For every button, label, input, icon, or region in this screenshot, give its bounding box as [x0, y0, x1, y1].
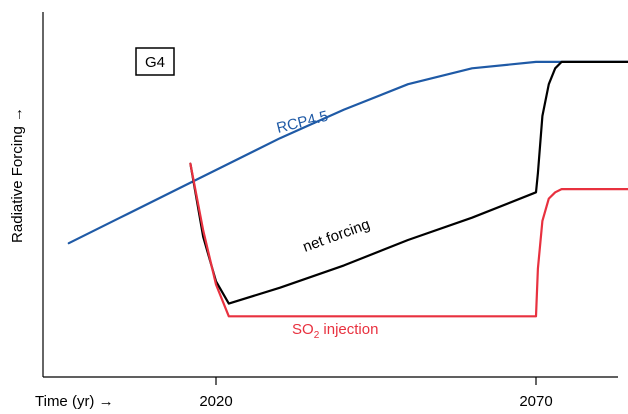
series-line-so2-injection — [189, 162, 628, 318]
label-net-forcing: net forcing — [301, 216, 373, 256]
series-lines — [67, 60, 628, 318]
series-labels: RCP4.5 net forcing SO2 injection — [275, 108, 379, 341]
label-so2-injection: SO2 injection — [292, 321, 378, 341]
x-tick-label-2070: 2070 — [519, 393, 552, 410]
axes: Radiative Forcing → Time (yr) → — [9, 12, 618, 410]
series-line-rcp4-5 — [67, 60, 628, 245]
label-so2-main: SO — [292, 321, 314, 338]
x-axis-label: Time (yr) → — [35, 393, 114, 410]
x-tick-label-2020: 2020 — [199, 393, 232, 410]
x-ticks: 202020702090 — [199, 377, 553, 410]
label-so2-after: injection — [319, 321, 378, 338]
label-so2-sub: 2 — [314, 330, 320, 341]
panel-label: G4 — [135, 47, 175, 76]
label-rcp45: RCP4.5 — [275, 108, 330, 137]
panel-label-box — [135, 47, 175, 76]
y-axis-label: Radiative Forcing → — [9, 107, 26, 243]
series-line-net-forcing — [189, 60, 628, 305]
panel-label-text: G4 — [145, 54, 165, 71]
